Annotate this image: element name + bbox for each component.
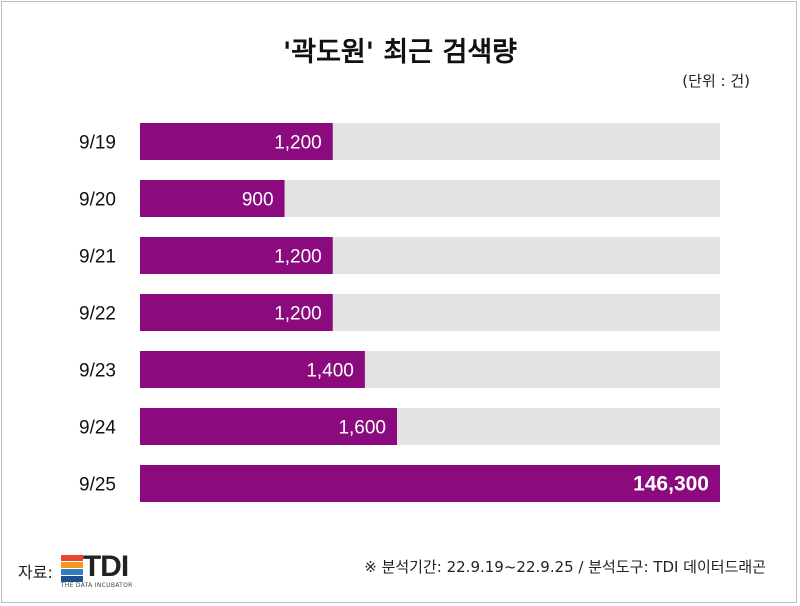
logo-subtext: THE DATA INCUBATOR [60, 582, 133, 589]
value-label: 900 [242, 190, 274, 211]
chart-title: '곽도원' 최근 검색량 [282, 37, 518, 68]
category-label: 9/23 [79, 361, 116, 382]
bar [140, 180, 285, 217]
source-block: 자료: TDI THE DATA INCUBATOR [18, 550, 153, 590]
tdi-logo: TDI THE DATA INCUBATOR [60, 550, 153, 590]
value-label: 1,600 [338, 418, 386, 439]
value-label: 1,400 [306, 361, 354, 382]
logo-stripes-icon [60, 555, 83, 583]
logo-stripe [60, 562, 83, 568]
category-label: 9/20 [79, 190, 116, 211]
unit-note: (단위 : 건) [682, 72, 750, 90]
source-label: 자료: [18, 563, 53, 582]
logo-stripe [60, 555, 83, 561]
value-label: 1,200 [274, 133, 322, 154]
bar [140, 465, 720, 502]
logo-text: TDI [82, 550, 129, 583]
bar [140, 294, 333, 331]
category-label: 9/21 [79, 247, 116, 268]
bar [140, 408, 397, 445]
logo-stripe [60, 569, 83, 575]
category-label: 9/24 [79, 418, 116, 439]
logo-stripe [60, 576, 83, 582]
value-label: 1,200 [274, 304, 322, 325]
bar [140, 351, 365, 388]
value-label: 1,200 [274, 247, 322, 268]
analysis-note: ※ 분석기간: 22.9.19~22.9.25 / 분석도구: TDI 데이터드… [364, 558, 766, 576]
category-label: 9/25 [79, 475, 116, 496]
category-label: 9/22 [79, 304, 116, 325]
category-label: 9/19 [79, 133, 116, 154]
bar [140, 237, 333, 274]
value-label: 146,300 [633, 473, 709, 496]
bar [140, 123, 333, 160]
